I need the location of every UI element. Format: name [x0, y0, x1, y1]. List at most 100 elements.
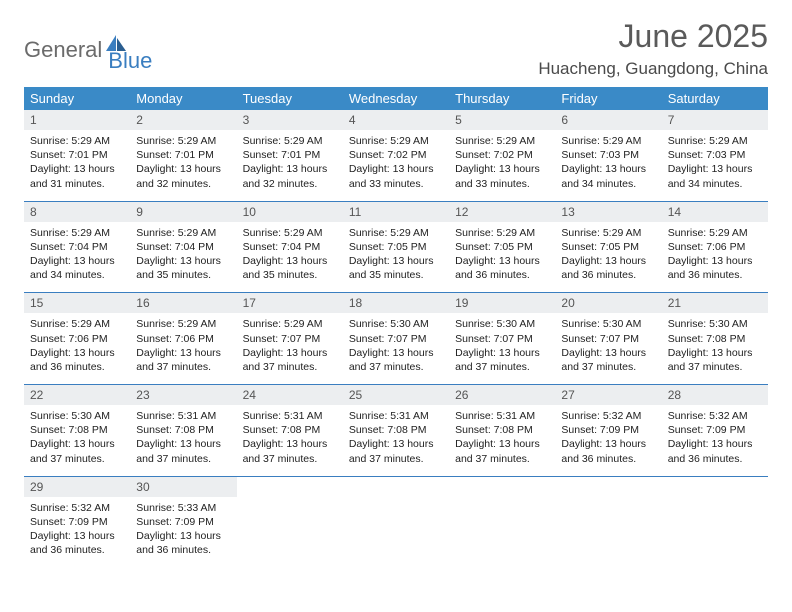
sunrise-line: Sunrise: 5:32 AM — [561, 409, 655, 423]
day-number-cell: 9 — [130, 201, 236, 222]
sunset-line: Sunset: 7:09 PM — [668, 423, 762, 437]
day-detail-cell: Sunrise: 5:29 AMSunset: 7:04 PMDaylight:… — [24, 222, 130, 293]
day-detail-cell: Sunrise: 5:29 AMSunset: 7:05 PMDaylight:… — [343, 222, 449, 293]
day-number-cell: 25 — [343, 385, 449, 406]
sunrise-line: Sunrise: 5:30 AM — [561, 317, 655, 331]
daylight-line: Daylight: 13 hours and 35 minutes. — [349, 254, 443, 282]
day-detail-cell: Sunrise: 5:29 AMSunset: 7:06 PMDaylight:… — [662, 222, 768, 293]
day-number-cell: 13 — [555, 201, 661, 222]
day-number-cell: 11 — [343, 201, 449, 222]
day-detail-cell: Sunrise: 5:29 AMSunset: 7:02 PMDaylight:… — [343, 130, 449, 201]
day-detail-cell: Sunrise: 5:29 AMSunset: 7:06 PMDaylight:… — [130, 313, 236, 384]
dayhead-mon: Monday — [130, 87, 236, 110]
day-number-cell — [237, 476, 343, 497]
sunrise-line: Sunrise: 5:29 AM — [136, 317, 230, 331]
sunset-line: Sunset: 7:06 PM — [668, 240, 762, 254]
day-detail-cell: Sunrise: 5:29 AMSunset: 7:03 PMDaylight:… — [662, 130, 768, 201]
daylight-line: Daylight: 13 hours and 36 minutes. — [30, 346, 124, 374]
daylight-line: Daylight: 13 hours and 34 minutes. — [668, 162, 762, 190]
sunrise-line: Sunrise: 5:29 AM — [136, 134, 230, 148]
day-number-cell: 26 — [449, 385, 555, 406]
day-number-cell: 27 — [555, 385, 661, 406]
sunrise-line: Sunrise: 5:30 AM — [349, 317, 443, 331]
day-detail-cell: Sunrise: 5:29 AMSunset: 7:02 PMDaylight:… — [449, 130, 555, 201]
sunset-line: Sunset: 7:09 PM — [561, 423, 655, 437]
sunrise-line: Sunrise: 5:29 AM — [243, 134, 337, 148]
sunset-line: Sunset: 7:08 PM — [455, 423, 549, 437]
brand-part1: General — [24, 37, 102, 63]
day-number-cell: 12 — [449, 201, 555, 222]
daylight-line: Daylight: 13 hours and 36 minutes. — [136, 529, 230, 557]
day-detail-cell: Sunrise: 5:32 AMSunset: 7:09 PMDaylight:… — [662, 405, 768, 476]
dayhead-thu: Thursday — [449, 87, 555, 110]
sunset-line: Sunset: 7:01 PM — [30, 148, 124, 162]
sunset-line: Sunset: 7:08 PM — [243, 423, 337, 437]
day-detail-cell: Sunrise: 5:29 AMSunset: 7:01 PMDaylight:… — [130, 130, 236, 201]
day-detail-cell — [237, 497, 343, 568]
day-number-cell: 29 — [24, 476, 130, 497]
day-number-cell — [662, 476, 768, 497]
sunrise-line: Sunrise: 5:29 AM — [136, 226, 230, 240]
day-detail-cell: Sunrise: 5:30 AMSunset: 7:08 PMDaylight:… — [662, 313, 768, 384]
sunrise-line: Sunrise: 5:31 AM — [349, 409, 443, 423]
sunrise-line: Sunrise: 5:33 AM — [136, 501, 230, 515]
sunset-line: Sunset: 7:01 PM — [136, 148, 230, 162]
daylight-line: Daylight: 13 hours and 37 minutes. — [243, 346, 337, 374]
daylight-line: Daylight: 13 hours and 33 minutes. — [349, 162, 443, 190]
sunset-line: Sunset: 7:04 PM — [30, 240, 124, 254]
day-number-cell: 28 — [662, 385, 768, 406]
sunrise-line: Sunrise: 5:29 AM — [30, 317, 124, 331]
day-number-cell: 2 — [130, 110, 236, 130]
location-subtitle: Huacheng, Guangdong, China — [538, 59, 768, 79]
daylight-line: Daylight: 13 hours and 37 minutes. — [455, 437, 549, 465]
day-number-cell — [555, 476, 661, 497]
daylight-line: Daylight: 13 hours and 32 minutes. — [243, 162, 337, 190]
sunrise-line: Sunrise: 5:31 AM — [136, 409, 230, 423]
sunrise-line: Sunrise: 5:29 AM — [243, 317, 337, 331]
day-detail-cell: Sunrise: 5:29 AMSunset: 7:04 PMDaylight:… — [237, 222, 343, 293]
day-number-cell: 15 — [24, 293, 130, 314]
dayhead-sat: Saturday — [662, 87, 768, 110]
detail-row: Sunrise: 5:32 AMSunset: 7:09 PMDaylight:… — [24, 497, 768, 568]
day-number-cell: 6 — [555, 110, 661, 130]
sunset-line: Sunset: 7:03 PM — [561, 148, 655, 162]
sunrise-line: Sunrise: 5:29 AM — [349, 226, 443, 240]
day-detail-cell: Sunrise: 5:30 AMSunset: 7:08 PMDaylight:… — [24, 405, 130, 476]
day-header-row: Sunday Monday Tuesday Wednesday Thursday… — [24, 87, 768, 110]
day-detail-cell: Sunrise: 5:32 AMSunset: 7:09 PMDaylight:… — [555, 405, 661, 476]
day-detail-cell: Sunrise: 5:31 AMSunset: 7:08 PMDaylight:… — [449, 405, 555, 476]
page-header: General Blue June 2025 Huacheng, Guangdo… — [24, 18, 768, 79]
daylight-line: Daylight: 13 hours and 35 minutes. — [243, 254, 337, 282]
detail-row: Sunrise: 5:29 AMSunset: 7:04 PMDaylight:… — [24, 222, 768, 293]
daylight-line: Daylight: 13 hours and 32 minutes. — [136, 162, 230, 190]
day-number-cell: 30 — [130, 476, 236, 497]
sunset-line: Sunset: 7:07 PM — [243, 332, 337, 346]
daylight-line: Daylight: 13 hours and 33 minutes. — [455, 162, 549, 190]
daylight-line: Daylight: 13 hours and 36 minutes. — [668, 254, 762, 282]
day-number-cell: 16 — [130, 293, 236, 314]
sunset-line: Sunset: 7:02 PM — [455, 148, 549, 162]
sunrise-line: Sunrise: 5:29 AM — [668, 226, 762, 240]
sunset-line: Sunset: 7:01 PM — [243, 148, 337, 162]
sunrise-line: Sunrise: 5:31 AM — [243, 409, 337, 423]
sunrise-line: Sunrise: 5:32 AM — [668, 409, 762, 423]
day-detail-cell: Sunrise: 5:29 AMSunset: 7:03 PMDaylight:… — [555, 130, 661, 201]
day-number-cell: 1 — [24, 110, 130, 130]
sunset-line: Sunset: 7:04 PM — [136, 240, 230, 254]
day-number-cell: 3 — [237, 110, 343, 130]
sunrise-line: Sunrise: 5:29 AM — [561, 226, 655, 240]
day-detail-cell: Sunrise: 5:30 AMSunset: 7:07 PMDaylight:… — [449, 313, 555, 384]
day-number-cell: 4 — [343, 110, 449, 130]
sunrise-line: Sunrise: 5:29 AM — [561, 134, 655, 148]
sunset-line: Sunset: 7:08 PM — [30, 423, 124, 437]
daylight-line: Daylight: 13 hours and 37 minutes. — [668, 346, 762, 374]
sunrise-line: Sunrise: 5:29 AM — [455, 134, 549, 148]
calendar-body: 1234567Sunrise: 5:29 AMSunset: 7:01 PMDa… — [24, 110, 768, 567]
sunrise-line: Sunrise: 5:29 AM — [668, 134, 762, 148]
sunrise-line: Sunrise: 5:29 AM — [349, 134, 443, 148]
day-detail-cell — [343, 497, 449, 568]
daylight-line: Daylight: 13 hours and 37 minutes. — [349, 346, 443, 374]
day-detail-cell: Sunrise: 5:30 AMSunset: 7:07 PMDaylight:… — [555, 313, 661, 384]
daylight-line: Daylight: 13 hours and 36 minutes. — [561, 254, 655, 282]
daynum-row: 1234567 — [24, 110, 768, 130]
